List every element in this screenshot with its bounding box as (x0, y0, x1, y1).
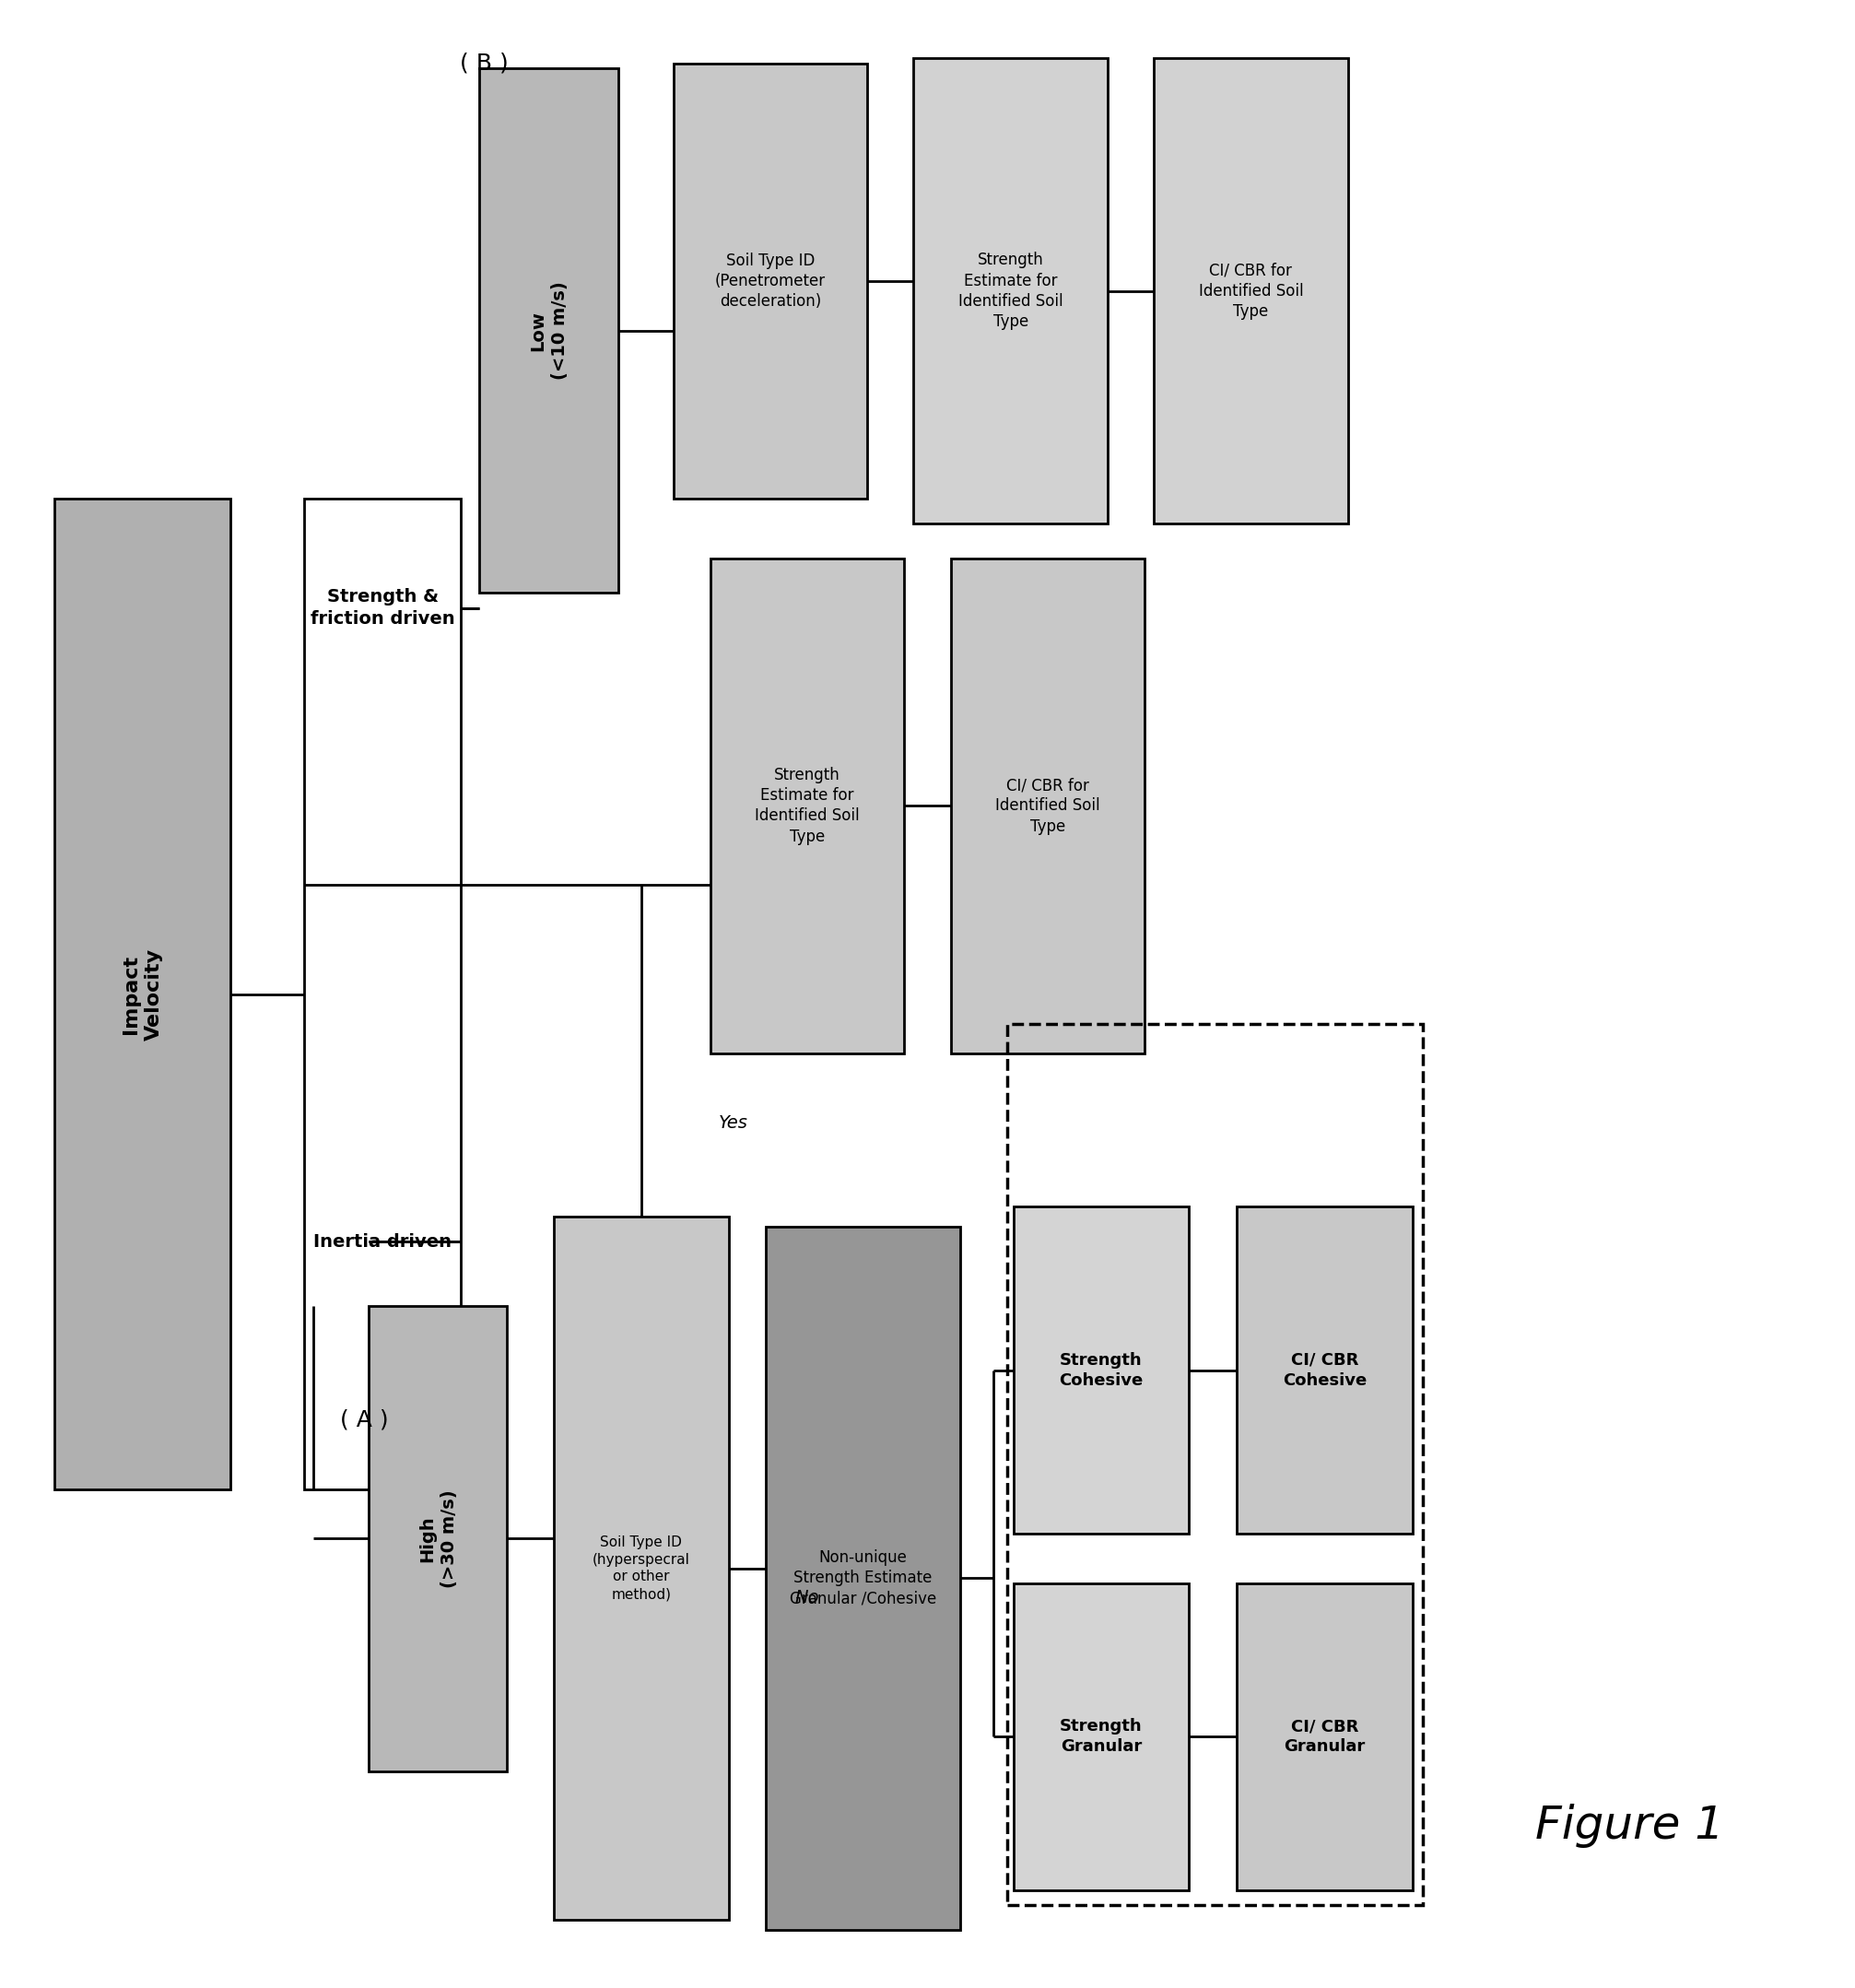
Text: No: No (796, 1588, 820, 1606)
Text: Strength
Cohesive: Strength Cohesive (1059, 1352, 1143, 1390)
Text: Strength
Granular: Strength Granular (1059, 1718, 1143, 1755)
FancyBboxPatch shape (553, 1217, 729, 1920)
Text: Low
(<10 m/s): Low (<10 m/s) (529, 282, 568, 380)
Text: Non-unique
Strength Estimate
Granular /Cohesive: Non-unique Strength Estimate Granular /C… (790, 1549, 937, 1606)
FancyBboxPatch shape (480, 68, 618, 592)
Text: Strength
Estimate for
Identified Soil
Type: Strength Estimate for Identified Soil Ty… (959, 252, 1063, 330)
Text: Inertia driven: Inertia driven (313, 1233, 451, 1250)
Text: Strength &
friction driven: Strength & friction driven (310, 588, 454, 628)
FancyBboxPatch shape (710, 559, 905, 1054)
Text: Soil Type ID
(hyperspecral
or other
method): Soil Type ID (hyperspecral or other meth… (592, 1535, 690, 1600)
FancyBboxPatch shape (1237, 1582, 1412, 1891)
FancyBboxPatch shape (54, 499, 230, 1489)
FancyBboxPatch shape (950, 559, 1145, 1054)
Text: ( A ): ( A ) (339, 1409, 388, 1431)
Text: Figure 1: Figure 1 (1534, 1803, 1723, 1849)
Text: CI/ CBR for
Identified Soil
Type: CI/ CBR for Identified Soil Type (1198, 262, 1302, 320)
FancyBboxPatch shape (915, 58, 1107, 523)
FancyBboxPatch shape (673, 64, 868, 499)
Text: CI/ CBR
Granular: CI/ CBR Granular (1284, 1718, 1365, 1755)
Text: Impact
Velocity: Impact Velocity (122, 948, 163, 1040)
Text: Soil Type ID
(Penetrometer
deceleration): Soil Type ID (Penetrometer deceleration) (716, 252, 825, 310)
Text: Strength
Estimate for
Identified Soil
Type: Strength Estimate for Identified Soil Ty… (755, 767, 859, 845)
FancyBboxPatch shape (369, 1306, 506, 1771)
Text: CI/ CBR
Cohesive: CI/ CBR Cohesive (1282, 1352, 1367, 1390)
FancyBboxPatch shape (1154, 58, 1349, 523)
Text: CI/ CBR for
Identified Soil
Type: CI/ CBR for Identified Soil Type (996, 777, 1100, 835)
FancyBboxPatch shape (1013, 1582, 1189, 1891)
Text: ( B ): ( B ) (460, 52, 508, 74)
FancyBboxPatch shape (766, 1227, 959, 1930)
Text: High
(>30 m/s): High (>30 m/s) (419, 1489, 458, 1588)
FancyBboxPatch shape (1237, 1207, 1412, 1533)
FancyBboxPatch shape (1013, 1207, 1189, 1533)
Text: Yes: Yes (720, 1113, 748, 1131)
